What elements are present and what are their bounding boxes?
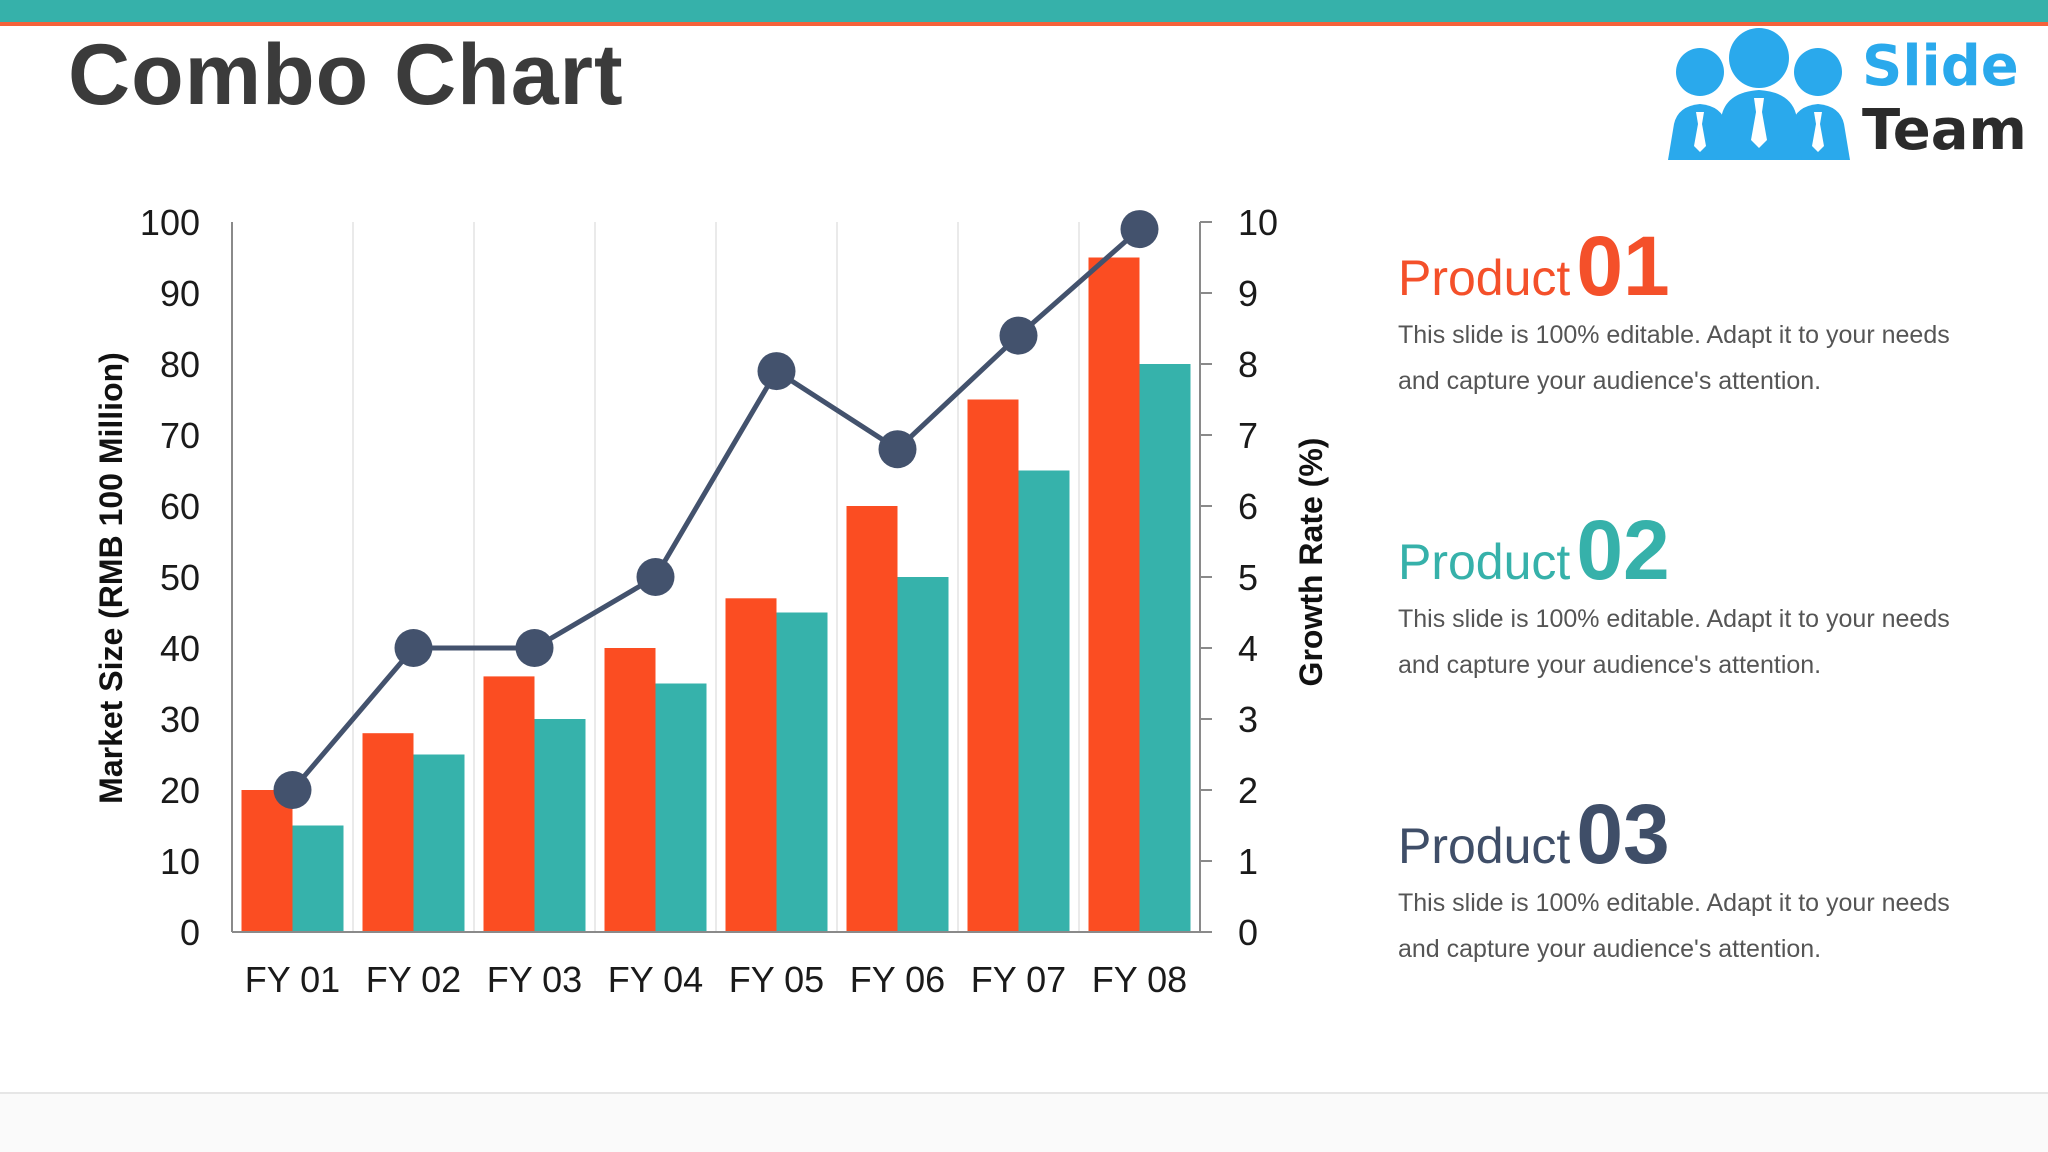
left-axis-tick-label: 90 <box>160 273 200 314</box>
growth-rate-point <box>394 629 433 667</box>
bottom-strip <box>0 1094 2048 1152</box>
category-label: FY 07 <box>971 959 1066 1000</box>
right-axis-tick-label: 10 <box>1238 202 1278 243</box>
right-axis-tick-label: 3 <box>1238 699 1258 740</box>
product-description: This slide is 100% editable. Adapt it to… <box>1398 321 1950 395</box>
product-number: 03 <box>1576 787 1670 881</box>
chart-axes <box>231 221 1212 933</box>
combo-chart: 0 10 20 30 40 50 60 70 80 90 100 0 1 2 3 4 5 6 7 8 9 10 FY 01 F… <box>93 202 1329 1000</box>
right-axis-tick-label: 5 <box>1238 557 1258 598</box>
chart-bars <box>241 257 1191 932</box>
bar-series-2 <box>776 612 828 932</box>
product-heading: Product03 <box>1398 792 1998 876</box>
left-axis-title: Market Size (RMB 100 Million) <box>93 352 129 804</box>
left-axis-tick-label: 50 <box>160 557 200 598</box>
growth-rate-point <box>515 629 554 667</box>
right-axis-tick-label: 4 <box>1238 628 1258 669</box>
chart-growth-line <box>273 210 1159 809</box>
bar-series-1 <box>483 676 535 932</box>
growth-rate-point <box>878 430 917 469</box>
right-axis-tick-label: 6 <box>1238 486 1258 527</box>
right-axis-tick-label: 8 <box>1238 344 1258 385</box>
category-label: FY 05 <box>729 959 824 1000</box>
category-label: FY 02 <box>366 959 461 1000</box>
product-heading: Product01 <box>1398 224 1998 308</box>
product-number: 01 <box>1576 219 1670 313</box>
product-word: Product <box>1398 534 1571 590</box>
category-label: FY 03 <box>487 959 582 1000</box>
left-axis-tick-label: 60 <box>160 486 200 527</box>
bar-series-1 <box>604 648 656 932</box>
right-axis-tick-label: 0 <box>1238 912 1258 953</box>
bar-series-1 <box>362 733 414 932</box>
bar-series-1 <box>241 790 293 932</box>
product-description: This slide is 100% editable. Adapt it to… <box>1398 889 1950 963</box>
right-axis-title: Growth Rate (%) <box>1293 438 1329 687</box>
growth-rate-point <box>757 352 796 391</box>
page-title: Combo Chart <box>68 27 624 123</box>
right-axis-tick-label: 9 <box>1238 273 1258 314</box>
bar-series-2 <box>292 825 344 932</box>
slideteam-logo: Slide Team <box>1664 28 2027 168</box>
left-axis-tick-label: 0 <box>180 912 200 953</box>
bar-series-1 <box>725 598 777 932</box>
category-label: FY 08 <box>1092 959 1187 1000</box>
chart-gridlines <box>352 222 1080 932</box>
bar-series-2 <box>897 577 949 932</box>
left-axis-tick-label: 80 <box>160 344 200 385</box>
top-accent-line <box>0 22 2048 26</box>
team-people-icon <box>1668 28 1850 160</box>
left-axis-tick-label: 70 <box>160 415 200 456</box>
category-label: FY 01 <box>245 959 340 1000</box>
right-axis-tick-label: 7 <box>1238 415 1258 456</box>
top-color-band <box>0 0 2048 22</box>
bar-series-2 <box>1139 364 1191 932</box>
growth-rate-line <box>290 227 1142 792</box>
left-axis-tick-label: 10 <box>160 841 200 882</box>
bar-series-1 <box>1088 257 1140 932</box>
left-axis-tick-label: 40 <box>160 628 200 669</box>
product-description: This slide is 100% editable. Adapt it to… <box>1398 605 1950 679</box>
product-heading: Product02 <box>1398 508 1998 592</box>
product-block: Product02 This slide is 100% editable. Ad… <box>1398 508 1998 688</box>
left-axis-tick-label: 30 <box>160 699 200 740</box>
left-axis-tick-label: 20 <box>160 770 200 811</box>
product-word: Product <box>1398 818 1571 874</box>
bar-series-2 <box>534 719 586 932</box>
growth-rate-point <box>273 771 312 809</box>
chart-tick-labels: 0 10 20 30 40 50 60 70 80 90 100 0 1 2 3 4 5 6 7 8 9 10 FY 01 F… <box>140 202 1278 1000</box>
logo-word-slide: Slide <box>1862 34 2019 99</box>
bar-series-2 <box>1018 470 1070 932</box>
bar-series-1 <box>846 506 898 932</box>
growth-rate-point <box>999 316 1038 355</box>
product-number: 02 <box>1576 503 1670 597</box>
category-label: FY 06 <box>850 959 945 1000</box>
bar-series-1 <box>967 399 1019 932</box>
growth-rate-point <box>636 558 675 596</box>
left-axis-tick-label: 100 <box>140 202 200 243</box>
right-axis-tick-label: 2 <box>1238 770 1258 811</box>
bar-series-2 <box>413 754 465 932</box>
product-block: Product03 This slide is 100% editable. Ad… <box>1398 792 1998 972</box>
product-block: Product01 This slide is 100% editable. Ad… <box>1398 224 1998 404</box>
bottom-divider <box>0 1092 2048 1094</box>
right-axis-tick-label: 1 <box>1238 841 1258 882</box>
bar-series-2 <box>655 683 707 932</box>
growth-rate-point <box>1120 210 1159 249</box>
logo-word-team: Team <box>1862 98 2027 163</box>
category-label: FY 04 <box>608 959 703 1000</box>
product-word: Product <box>1398 250 1571 306</box>
